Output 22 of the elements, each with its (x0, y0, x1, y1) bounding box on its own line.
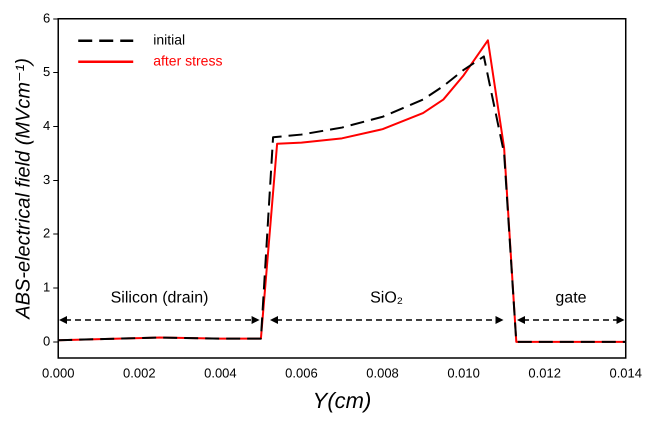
y-tick-label: 6 (42, 10, 50, 26)
x-axis-title: Y(cm) (312, 388, 372, 413)
x-tick-label: 0.000 (42, 365, 75, 380)
x-tick-label: 0.012 (528, 365, 561, 380)
annotation: gate (555, 290, 587, 307)
y-tick-label: 5 (42, 64, 50, 80)
x-tick-label: 0.008 (366, 365, 399, 380)
x-tick-label: 0.002 (123, 365, 156, 380)
annotation: Silicon (drain) (110, 290, 208, 307)
legend-label: initial (153, 32, 186, 48)
y-axis-title: ABS-electrical field (MVcm⁻¹) (12, 58, 35, 320)
x-tick-label: 0.004 (204, 365, 237, 380)
y-tick-label: 1 (42, 280, 50, 295)
y-tick-label: 0 (42, 333, 50, 348)
x-tick-label: 0.006 (285, 365, 318, 380)
annotation: SiO₂ (370, 290, 403, 307)
y-tick-label: 2 (42, 226, 50, 241)
legend-label: after stress (153, 52, 222, 69)
y-tick-label: 4 (42, 118, 50, 134)
x-tick-label: 0.014 (609, 365, 642, 380)
x-tick-label: 0.010 (447, 365, 480, 380)
y-tick-label: 3 (42, 172, 50, 187)
